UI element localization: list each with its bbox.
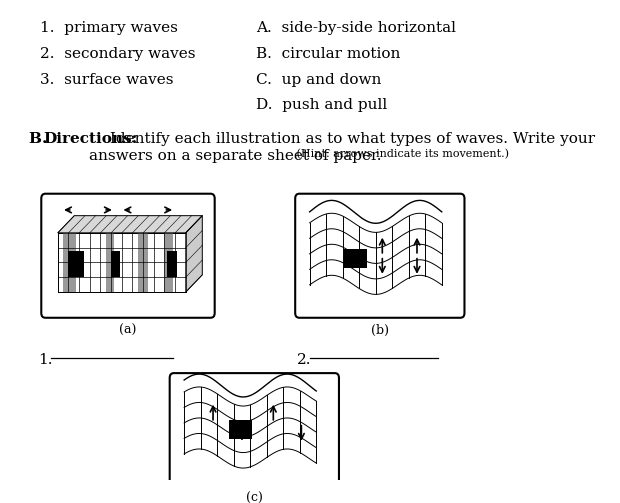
Bar	[229, 420, 252, 439]
Bar	[106, 233, 114, 292]
Text: 1.  primary waves: 1. primary waves	[40, 21, 177, 35]
Text: D.  push and pull: D. push and pull	[256, 98, 388, 112]
Text: 3.  surface waves: 3. surface waves	[40, 72, 173, 87]
FancyBboxPatch shape	[42, 194, 215, 318]
Text: answers on a separate sheet of paper.: answers on a separate sheet of paper.	[89, 149, 382, 163]
Polygon shape	[186, 216, 202, 292]
Text: A.  side-by-side horizontal: A. side-by-side horizontal	[256, 21, 456, 35]
Text: 1.: 1.	[38, 353, 53, 367]
Bar	[343, 249, 366, 268]
Bar	[68, 250, 84, 277]
Bar	[58, 233, 186, 292]
Bar	[164, 233, 173, 292]
FancyBboxPatch shape	[295, 194, 464, 318]
Bar	[111, 250, 120, 277]
Text: C.  up and down: C. up and down	[256, 72, 381, 87]
FancyBboxPatch shape	[170, 373, 339, 486]
Text: (Hint: arrows indicate its movement.): (Hint: arrows indicate its movement.)	[293, 149, 509, 159]
Text: B.: B.	[29, 132, 53, 146]
Text: (c): (c)	[246, 492, 263, 503]
Bar	[167, 250, 177, 277]
Text: B.  circular motion: B. circular motion	[256, 47, 401, 61]
Text: (b): (b)	[371, 324, 389, 338]
Text: Directions:: Directions:	[44, 132, 138, 146]
Text: (a): (a)	[119, 324, 136, 338]
Text: 2.  secondary waves: 2. secondary waves	[40, 47, 195, 61]
Text: Identify each illustration as to what types of waves. Write your: Identify each illustration as to what ty…	[105, 132, 595, 146]
Bar	[63, 233, 76, 292]
Polygon shape	[58, 216, 202, 233]
Bar	[138, 233, 148, 292]
Text: 2.: 2.	[297, 353, 312, 367]
